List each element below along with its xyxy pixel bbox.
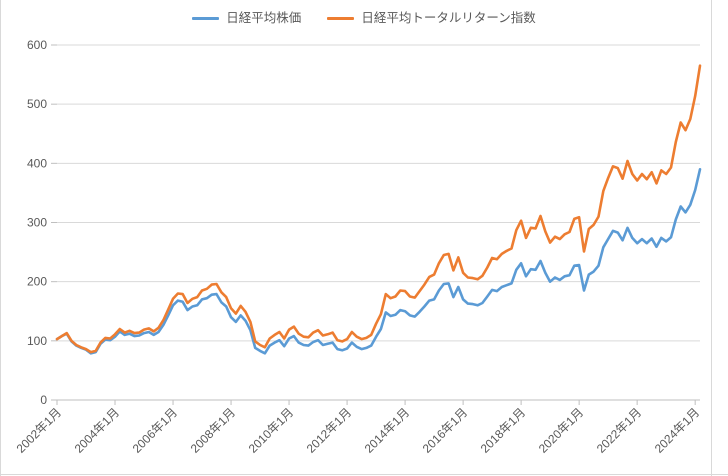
x-axis-tick-label: 2020年1月 (536, 405, 586, 455)
y-axis-tick-label: 600 (27, 38, 47, 52)
legend-line-swatch-blue (192, 16, 220, 20)
y-axis-tick-label: 300 (27, 216, 47, 230)
x-axis-tick-label: 2010年1月 (246, 405, 296, 455)
sheet-gridline-right (711, 0, 712, 476)
sheet-gridline-left (0, 0, 1, 476)
x-axis-tick-label: 2022年1月 (594, 405, 644, 455)
x-axis-tick-label: 2006年1月 (130, 405, 180, 455)
x-axis-tick-label: 2004年1月 (72, 405, 122, 455)
x-axis-tick-label: 2002年1月 (14, 405, 64, 455)
legend-item-nikkei-price[interactable]: 日経平均株価 (192, 12, 301, 25)
x-axis-tick-label: 2024年1月 (652, 405, 702, 455)
x-axis-tick-label: 2012年1月 (304, 405, 354, 455)
y-axis-tick-label: 0 (40, 393, 47, 407)
y-axis-tick-label: 400 (27, 156, 47, 170)
legend-line-swatch-orange (327, 16, 355, 20)
x-axis-tick-label: 2008年1月 (188, 405, 238, 455)
series-line-nikkei-total-return (55, 64, 702, 354)
x-axis-tick-label: 2014年1月 (362, 405, 412, 455)
chart-legend: 日経平均株価 日経平均トータルリターン指数 (0, 6, 728, 30)
y-axis-tick-label: 200 (27, 275, 47, 289)
x-axis-tick-label: 2016年1月 (420, 405, 470, 455)
x-axis-tick-label: 2018年1月 (478, 405, 528, 455)
y-axis-tick-label: 100 (27, 334, 47, 348)
y-axis-tick-label: 500 (27, 97, 47, 111)
legend-label-nikkei-price: 日経平均株価 (226, 10, 302, 25)
sheet-gridline-bottom (0, 474, 728, 475)
legend-label-nikkei-total-return: 日経平均トータルリターン指数 (361, 10, 536, 25)
legend-item-nikkei-total-return[interactable]: 日経平均トータルリターン指数 (327, 10, 536, 25)
series-line-nikkei-price (55, 168, 702, 355)
